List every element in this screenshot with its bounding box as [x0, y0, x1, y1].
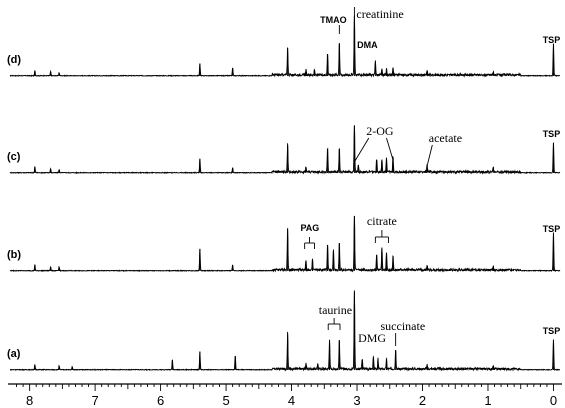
spectrum-1	[9, 125, 561, 175]
x-tick-label: 3	[353, 393, 360, 408]
x-tick-label: 8	[26, 393, 33, 408]
peak-annotation: DMG	[358, 331, 386, 345]
annotation-leader	[386, 137, 394, 161]
spectrum-3	[9, 290, 561, 372]
x-tick-label: 5	[222, 393, 229, 408]
peak-annotation: acetate	[429, 131, 462, 145]
peak-annotation: PAG	[300, 223, 319, 233]
peak-annotation: TSP	[543, 129, 561, 139]
spectrum-0	[9, 14, 561, 78]
x-tick-label: 0	[550, 393, 557, 408]
annotation-leader	[353, 137, 370, 164]
x-tick-label: 1	[484, 393, 491, 408]
panel-label: (b)	[7, 249, 21, 261]
panel-label: (d)	[7, 54, 21, 66]
spectrum-trace	[9, 14, 561, 78]
peak-annotation: succinate	[381, 319, 426, 333]
annotation-leader	[426, 144, 433, 167]
peak-annotation: TMAO	[320, 15, 347, 25]
annotation-layer: (d) (c) (b) (a) creatinine TMAO DMA TSP 2-OG acet…	[7, 7, 560, 360]
peak-annotation: taurine	[319, 303, 352, 317]
peak-annotation: TSP	[543, 224, 561, 234]
x-tick-label: 4	[288, 393, 295, 408]
x-tick-label: 6	[157, 393, 164, 408]
peak-annotation: DMA	[357, 40, 378, 50]
peak-annotation: 2-OG	[366, 124, 394, 138]
spectrum-trace	[9, 125, 561, 175]
spectrum-trace	[9, 290, 561, 372]
peak-annotation: TSP	[543, 326, 561, 336]
panel-label: (c)	[7, 151, 21, 163]
spectrum-2	[9, 215, 561, 273]
peak-annotation: citrate	[367, 214, 397, 228]
x-tick-label: 2	[419, 393, 426, 408]
peak-annotation: TSP	[543, 35, 561, 45]
x-tick-label: 7	[92, 393, 99, 408]
x-axis: 8 7 6 5 4 3 2 1 0	[8, 383, 562, 408]
panel-label: (a)	[7, 348, 21, 360]
spectrum-trace	[9, 215, 561, 273]
spectra-layer	[9, 14, 561, 372]
peak-annotation: creatinine	[356, 7, 403, 21]
